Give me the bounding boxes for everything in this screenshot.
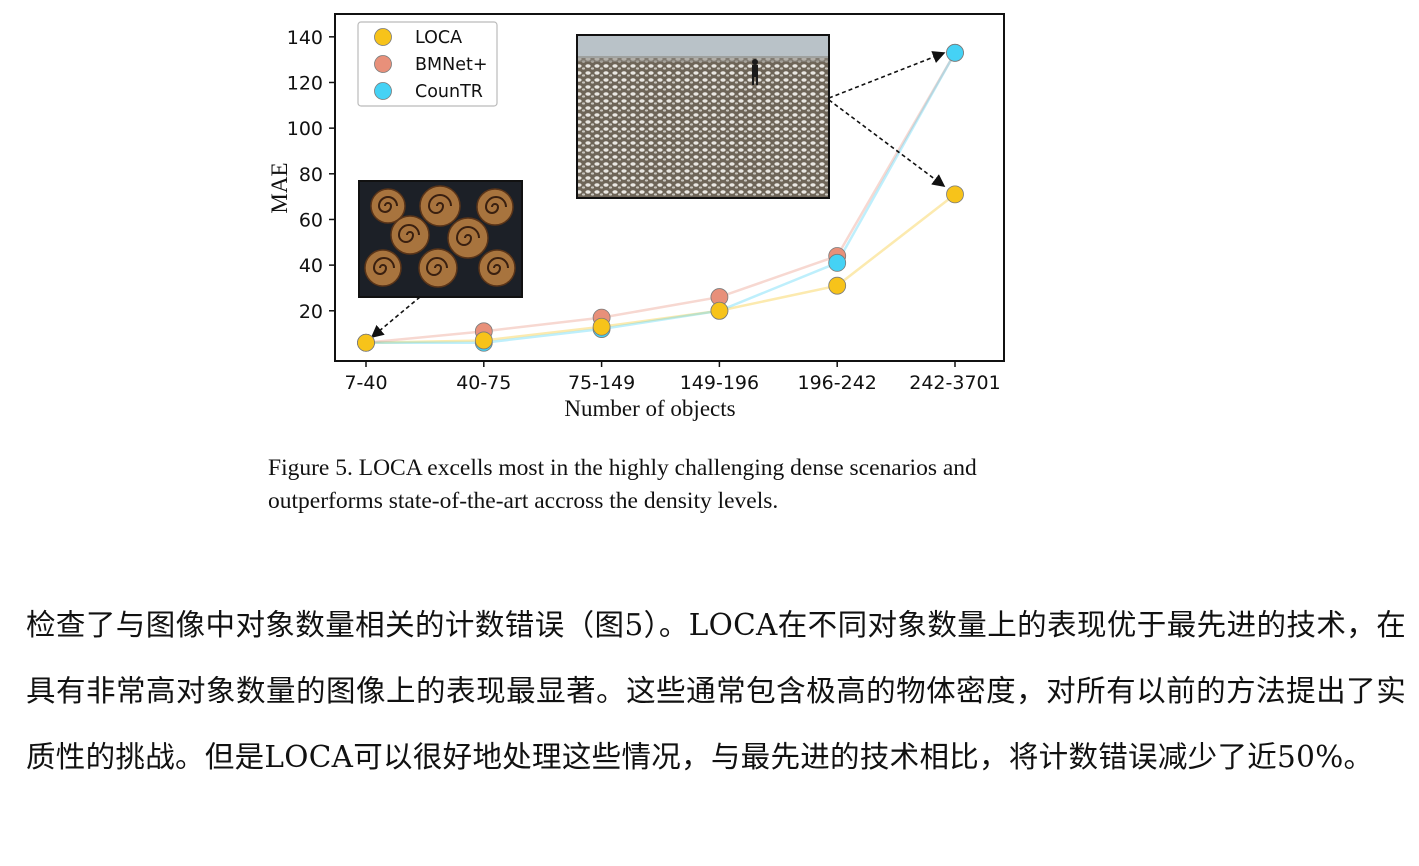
legend-marker xyxy=(374,82,392,100)
data-point-loca xyxy=(710,301,729,320)
x-tick-label: 196-242 xyxy=(798,372,877,394)
series-line-loca xyxy=(365,193,956,344)
y-tick-label: 140 xyxy=(287,27,323,49)
y-axis-title: MAE xyxy=(267,162,292,213)
data-point-countr xyxy=(828,253,847,272)
x-axis: 7-40 40-75 75-149 149-196 196-242 242-3701 xyxy=(344,361,1001,394)
series-lines xyxy=(365,52,957,344)
data-point-loca xyxy=(474,331,493,350)
y-axis: 20 40 60 80 100 120 140 xyxy=(287,27,335,323)
x-tick-label: 40-75 xyxy=(456,372,511,394)
legend-label: BMNet+ xyxy=(415,55,488,75)
legend-marker xyxy=(374,55,392,73)
legend: LOCA BMNet+ CounTR xyxy=(357,21,498,107)
data-point-loca xyxy=(828,276,847,295)
body-paragraph: 检查了与图像中对象数量相关的计数错误（图5）。LOCA在不同对象数量上的表现优于… xyxy=(26,608,1406,774)
data-point-loca xyxy=(946,185,964,204)
x-axis-title: Number of objects xyxy=(564,396,735,421)
data-point-loca xyxy=(592,317,611,336)
figure-caption: Figure 5. LOCA excells most in the highl… xyxy=(268,455,977,514)
cinnamon-rolls-photo xyxy=(358,180,523,298)
series-line-bmnet- xyxy=(365,52,957,344)
y-tick-label: 80 xyxy=(299,164,323,186)
x-tick-label: 75-149 xyxy=(568,372,635,394)
y-tick-label: 120 xyxy=(287,72,323,94)
series-line-countr xyxy=(366,52,957,344)
legend-marker xyxy=(374,28,392,46)
y-tick-label: 40 xyxy=(299,255,323,277)
x-tick-label: 7-40 xyxy=(344,372,387,394)
data-point-countr xyxy=(946,43,964,62)
mae-chart: 20 40 60 80 100 120 140 7-40 40-75 75-149 149-196… xyxy=(267,13,1005,421)
x-tick-label: 242-3701 xyxy=(909,372,1000,394)
legend-label: CounTR xyxy=(415,82,483,102)
legend-label: LOCA xyxy=(415,28,462,48)
y-tick-label: 60 xyxy=(299,209,323,231)
inset-arrows xyxy=(370,51,946,339)
data-point-loca xyxy=(357,333,375,352)
series-points xyxy=(357,43,964,352)
y-tick-label: 20 xyxy=(299,301,323,323)
y-tick-label: 100 xyxy=(287,118,323,140)
seagulls-beach-photo xyxy=(576,34,830,199)
x-tick-label: 149-196 xyxy=(680,372,759,394)
